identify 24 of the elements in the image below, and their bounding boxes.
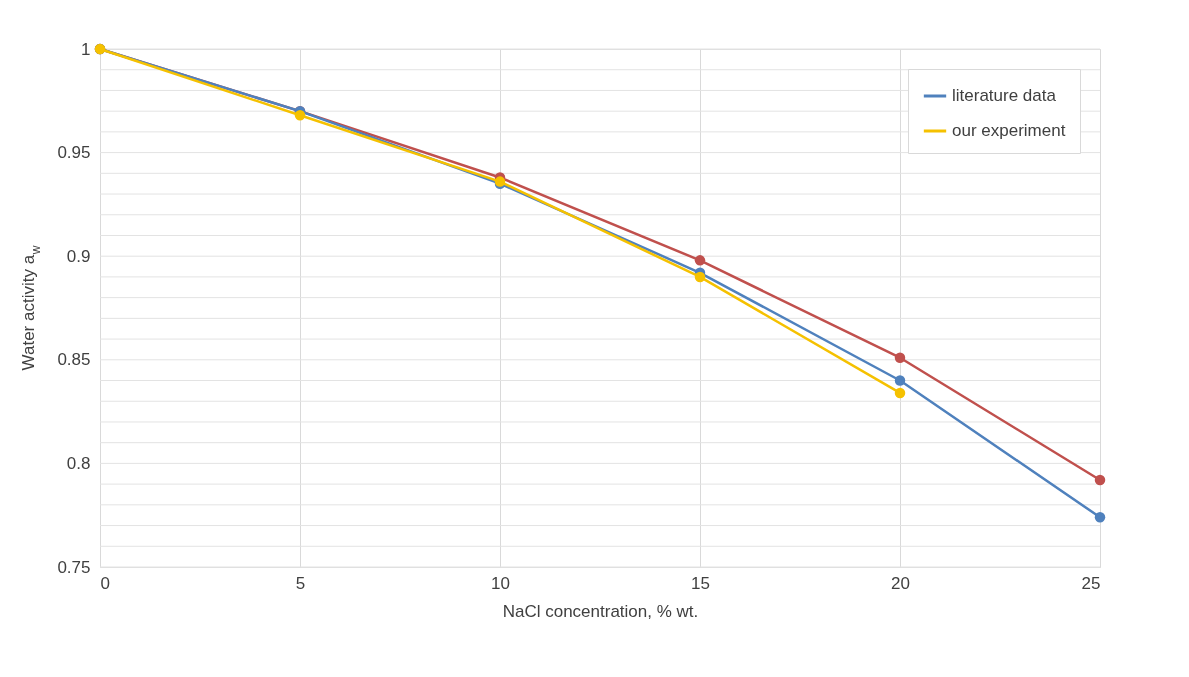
x-tick-label: 5	[295, 573, 306, 593]
y-tick-label: 0.9	[66, 246, 91, 266]
x-tick-label: 25	[1081, 573, 1101, 593]
x-axis-title: NaCl concentration, % wt.	[502, 601, 699, 621]
legend-label: literature data	[952, 86, 1057, 105]
point	[894, 352, 906, 363]
point	[894, 375, 906, 386]
point	[694, 255, 706, 266]
y-axis-title: Water activity aw	[19, 245, 43, 371]
x-tick-label: 20	[891, 573, 910, 593]
y-tick-label: 0.95	[57, 143, 91, 163]
legend-label: our experiment	[952, 121, 1066, 140]
point	[694, 271, 706, 283]
y-tick-label: 0.85	[57, 350, 91, 370]
point	[1094, 474, 1106, 486]
point	[894, 387, 906, 399]
point	[294, 110, 306, 121]
point	[1094, 512, 1106, 523]
x-tick-label: 0	[100, 573, 110, 593]
y-tick-label: 0.75	[57, 557, 91, 577]
y-tick-label: 1	[81, 39, 91, 59]
x-tick-label: 10	[491, 573, 510, 593]
y-tick-label: 0.8	[66, 453, 91, 473]
x-tick-label: 15	[691, 573, 710, 593]
